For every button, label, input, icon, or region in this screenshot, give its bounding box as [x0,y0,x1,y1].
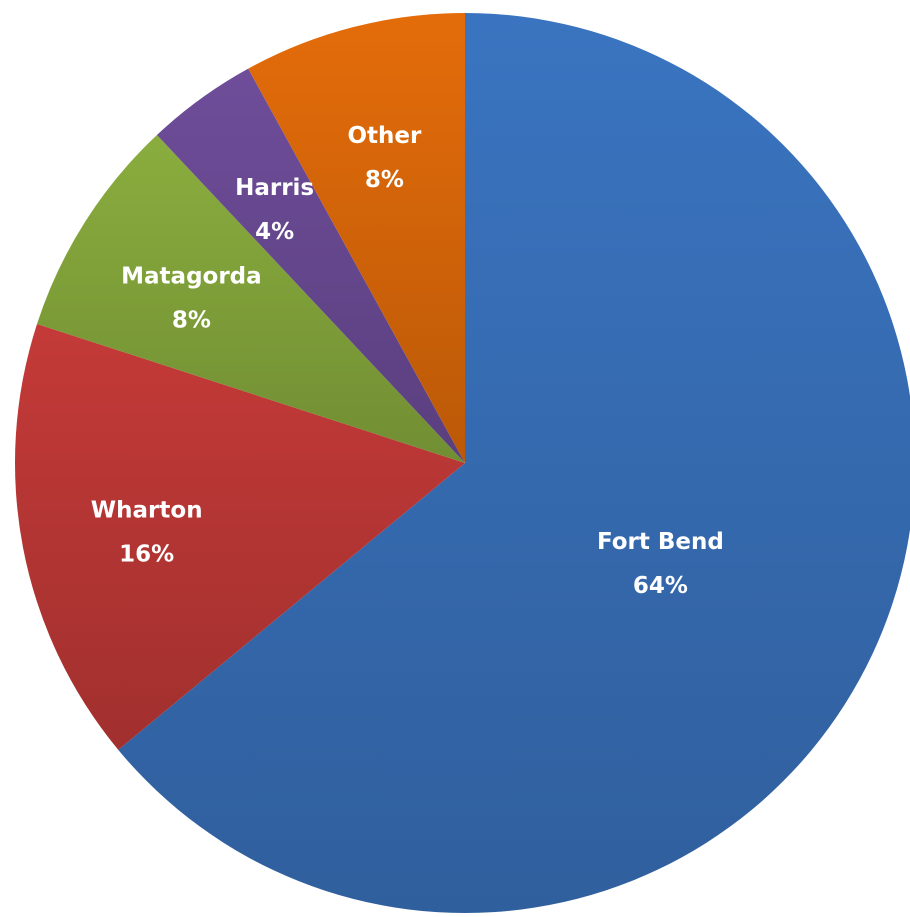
pie-slice-fort-bend [118,13,910,913]
slice-labels: Fort Bend 64% Wharton 16% Matagorda 8% Harris 4… [91,123,724,599]
slice-label-matagorda: Matagorda 8% [121,263,262,333]
slice-percent-fort-bend: 64% [633,573,688,599]
slice-name-matagorda: Matagorda [121,263,262,289]
slice-label-fort-bend: Fort Bend 64% [597,529,724,599]
pie-slice-other [248,13,465,463]
pie-slice-harris [156,68,465,463]
slice-label-wharton: Wharton 16% [91,498,203,568]
slice-name-harris: Harris [235,175,314,201]
slice-percent-matagorda: 8% [172,307,211,333]
slice-name-other: Other [347,123,422,149]
slice-label-harris: Harris 4% [235,175,314,245]
slice-percent-wharton: 16% [119,542,174,568]
pie-slice-matagorda [37,134,466,463]
pie-slice-wharton [14,323,465,750]
pie-slices [14,13,910,913]
slice-label-other: Other 8% [347,123,422,193]
slice-name-fort-bend: Fort Bend [597,529,724,555]
slice-percent-harris: 4% [255,219,294,245]
slice-name-wharton: Wharton [91,498,203,524]
slice-percent-other: 8% [365,167,404,193]
